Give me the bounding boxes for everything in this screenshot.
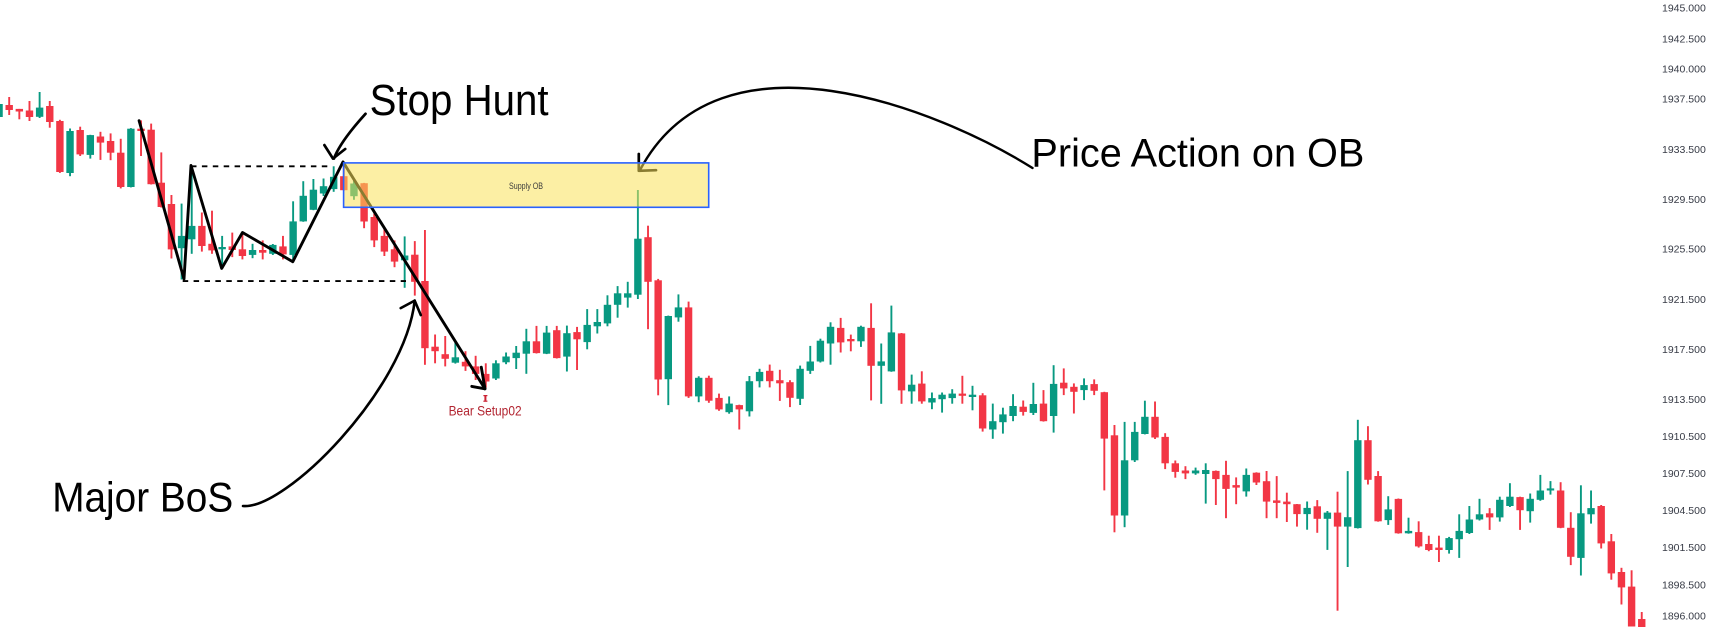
svg-text:1925.500: 1925.500 <box>1662 244 1706 256</box>
svg-text:1896.000: 1896.000 <box>1662 611 1706 623</box>
svg-text:1904.500: 1904.500 <box>1662 505 1706 517</box>
svg-text:1942.500: 1942.500 <box>1662 34 1706 46</box>
svg-text:1913.500: 1913.500 <box>1662 394 1706 406</box>
svg-text:Major BoS: Major BoS <box>52 473 233 520</box>
svg-text:1937.500: 1937.500 <box>1662 94 1706 106</box>
svg-text:1940.000: 1940.000 <box>1662 64 1706 76</box>
svg-text:1917.500: 1917.500 <box>1662 344 1706 356</box>
svg-text:1945.000: 1945.000 <box>1662 3 1706 15</box>
svg-text:1898.500: 1898.500 <box>1662 580 1706 592</box>
svg-text:Bear Setup02: Bear Setup02 <box>449 402 522 418</box>
svg-text:1901.500: 1901.500 <box>1662 542 1706 554</box>
svg-text:Supply OB: Supply OB <box>509 181 543 191</box>
svg-text:Stop Hunt: Stop Hunt <box>370 76 549 125</box>
svg-text:1910.500: 1910.500 <box>1662 431 1706 443</box>
svg-text:1933.500: 1933.500 <box>1662 144 1706 156</box>
svg-text:1907.500: 1907.500 <box>1662 468 1706 480</box>
svg-text:1929.500: 1929.500 <box>1662 194 1706 206</box>
svg-text:Price Action on OB: Price Action on OB <box>1031 132 1364 176</box>
svg-text:1921.500: 1921.500 <box>1662 294 1706 306</box>
